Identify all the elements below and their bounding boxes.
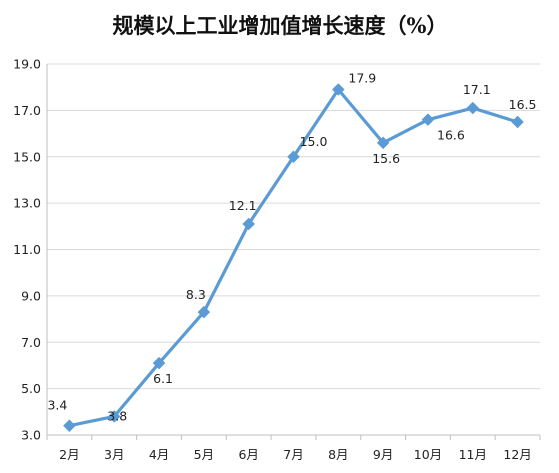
series-growth-rate	[63, 83, 524, 433]
y-tick-label: 11.0	[13, 242, 41, 257]
y-tick-label: 3.0	[21, 428, 41, 443]
x-tick-label: 4月	[149, 447, 169, 462]
x-tick-label: 11月	[459, 447, 487, 462]
data-point	[511, 115, 524, 129]
data-label: 15.0	[300, 134, 328, 149]
data-labels: 3.4 3.8 6.1 8.3 12.1 15.0 17.9 15.6 16.6 17.1 16.5	[47, 71, 536, 424]
x-tick-label: 5月	[194, 447, 214, 462]
data-point	[376, 136, 390, 150]
y-tick-label: 19.0	[13, 57, 41, 72]
data-point	[107, 410, 121, 423]
x-tick-label: 12月	[503, 447, 531, 462]
y-tick-label: 7.0	[21, 335, 41, 350]
data-point	[152, 356, 166, 370]
x-tick-label: 6月	[238, 447, 258, 462]
data-label: 8.3	[186, 287, 206, 302]
data-label: 12.1	[229, 198, 257, 213]
data-label: 3.4	[47, 398, 67, 413]
data-point	[63, 419, 76, 433]
y-tick-label: 17.0	[13, 103, 41, 118]
x-tick-label: 8月	[328, 447, 348, 462]
y-tick-label: 13.0	[13, 196, 41, 211]
x-tick-label: 2月	[59, 447, 79, 462]
data-label: 16.6	[437, 128, 465, 143]
data-label: 3.8	[107, 408, 127, 423]
data-label: 16.5	[509, 97, 537, 112]
x-tick-label: 10月	[414, 447, 442, 462]
data-label: 17.9	[348, 71, 376, 86]
y-tick-label: 9.0	[21, 288, 41, 303]
data-point	[287, 150, 300, 164]
axes	[46, 64, 540, 436]
chart-title: 规模以上工业增加值增长速度（%）	[113, 13, 448, 38]
x-tick-label: 7月	[283, 447, 303, 462]
y-axis-ticks: 3.0 5.0 7.0 9.0 11.0 13.0 15.0 17.0 19.0	[13, 57, 41, 443]
y-tick-label: 5.0	[21, 381, 41, 396]
data-label: 17.1	[463, 82, 491, 97]
x-tick-label: 9月	[373, 447, 393, 462]
x-axis-ticks: 2月 3月 4月 5月 6月 7月 8月 9月 10月 11月 12月	[46, 435, 541, 462]
data-point	[331, 83, 345, 96]
data-point	[197, 305, 211, 319]
data-point	[466, 101, 480, 115]
data-label: 6.1	[153, 371, 173, 386]
x-tick-label: 3月	[104, 447, 124, 462]
data-label: 15.6	[372, 151, 400, 166]
data-point	[421, 113, 435, 127]
data-point	[242, 217, 256, 231]
y-tick-label: 15.0	[13, 149, 41, 164]
gridlines	[47, 63, 540, 390]
